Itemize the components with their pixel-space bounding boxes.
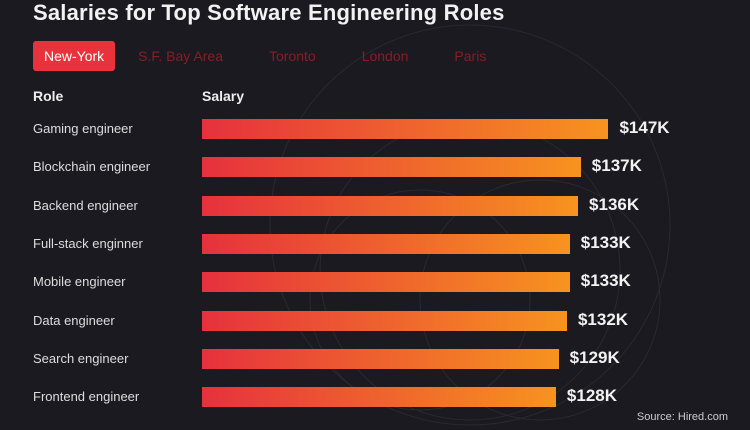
salary-column-header: Salary	[202, 88, 245, 104]
tab-paris[interactable]: Paris	[454, 48, 487, 64]
salary-bar	[202, 233, 570, 254]
salary-bar	[202, 157, 581, 178]
salary-value-label: $133K	[580, 271, 631, 291]
salary-bar	[202, 348, 559, 369]
role-label: Full-stack enginner	[33, 235, 143, 251]
role-label: Frontend engineer	[33, 389, 140, 405]
role-label: Search engineer	[33, 350, 129, 366]
salary-value-label: $129K	[569, 347, 620, 367]
role-label: Blockchain engineer	[33, 159, 151, 175]
chart-title: Salaries for Top Software Engineering Ro…	[33, 0, 505, 25]
salary-value-label: $137K	[591, 156, 642, 176]
salary-value-label: $133K	[580, 232, 631, 252]
salary-bar	[202, 387, 556, 408]
salary-bar	[202, 195, 579, 216]
tab-s-f-bay-area[interactable]: S.F. Bay Area	[138, 48, 223, 64]
role-label: Mobile engineer	[33, 274, 126, 290]
role-label: Gaming engineer	[33, 121, 133, 136]
source-note: Source: Hired.com	[636, 411, 728, 423]
salary-value-label: $128K	[566, 386, 618, 406]
salary-value-label: $136K	[589, 194, 640, 214]
role-column-header: Role	[33, 88, 64, 104]
salary-bar	[202, 310, 567, 331]
salary-value-label: $147K	[619, 118, 670, 137]
city-tabs: New-York S.F. Bay Area Toronto London Paris	[33, 41, 521, 71]
role-label: Backend engineer	[33, 197, 138, 213]
salary-value-label: $132K	[577, 309, 629, 329]
tab-new-york[interactable]: New-York	[33, 41, 116, 71]
tab-london[interactable]: London	[361, 48, 409, 64]
salary-bar	[202, 119, 609, 139]
role-label: Data engineer	[33, 312, 115, 328]
salary-bar	[202, 272, 570, 293]
tab-toronto[interactable]: Toronto	[269, 48, 316, 64]
